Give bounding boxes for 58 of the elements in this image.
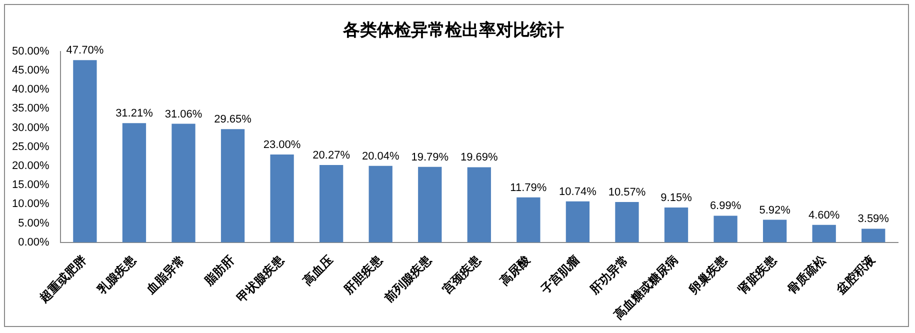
data-label: 29.65% [214, 114, 252, 126]
bar [664, 207, 688, 242]
x-tick-label: 高血压 [300, 252, 336, 288]
bar [122, 123, 146, 242]
bar [320, 164, 344, 242]
data-label: 31.21% [116, 108, 154, 120]
x-tick-label: 宫颈疾患 [440, 252, 484, 297]
bar [467, 167, 491, 242]
y-tick-label: 40.00% [12, 84, 50, 96]
data-label: 47.70% [66, 44, 104, 57]
y-tick-label: 5.00% [18, 217, 50, 230]
data-label: 4.60% [808, 209, 840, 222]
y-tick-label: 10.00% [12, 198, 50, 210]
data-label: 20.04% [362, 150, 400, 162]
bar [812, 224, 836, 242]
bar [762, 220, 787, 242]
data-label: 11.79% [510, 182, 547, 194]
data-label: 20.27% [312, 150, 350, 162]
y-tick-label: 15.00% [12, 179, 50, 192]
data-label: 19.79% [411, 151, 449, 164]
bar [418, 166, 442, 242]
y-tick-label: 25.00% [12, 140, 50, 153]
x-tick-label: 乳腺疾患 [94, 252, 140, 298]
data-label: 5.92% [759, 204, 791, 216]
x-tick-label: 盆腔积液 [833, 252, 878, 298]
chart-title: 各类体检异常检出率对比统计 [342, 20, 564, 41]
x-tick-label: 血脂异常 [143, 252, 188, 298]
data-label: 19.69% [460, 152, 498, 164]
y-tick-label: 20.00% [12, 160, 50, 172]
bar [270, 154, 294, 242]
data-label: 10.57% [608, 186, 646, 199]
bar [566, 201, 590, 242]
y-tick-label: 30.00% [12, 122, 50, 134]
x-tick-label: 肾脏疾患 [735, 252, 780, 297]
bar [714, 216, 738, 242]
bar [220, 129, 245, 242]
y-tick-label: 45.00% [12, 64, 50, 77]
bar [368, 166, 392, 242]
data-label: 23.00% [263, 139, 301, 152]
y-tick-label: 35.00% [12, 102, 50, 115]
data-label: 6.99% [710, 200, 742, 212]
data-label: 10.74% [559, 186, 597, 198]
bar [615, 202, 639, 242]
data-label: 3.59% [858, 213, 890, 226]
y-tick-label: 0.00% [18, 236, 50, 248]
bar [516, 197, 540, 242]
bar [172, 124, 196, 242]
x-tick-label: 肝功异常 [586, 252, 632, 298]
x-tick-label: 高尿酸 [497, 252, 534, 288]
x-tick-label: 子宫肌瘤 [537, 252, 582, 298]
bar [862, 228, 886, 242]
x-tick-label: 骨质疏松 [784, 252, 830, 297]
data-label: 9.15% [660, 192, 692, 204]
x-tick-label: 超重或肥胖 [36, 252, 90, 306]
x-tick-label: 卵巢疾患 [685, 252, 731, 298]
bar [73, 60, 97, 242]
data-label: 31.06% [164, 108, 202, 120]
y-tick-label: 50.00% [12, 45, 50, 58]
